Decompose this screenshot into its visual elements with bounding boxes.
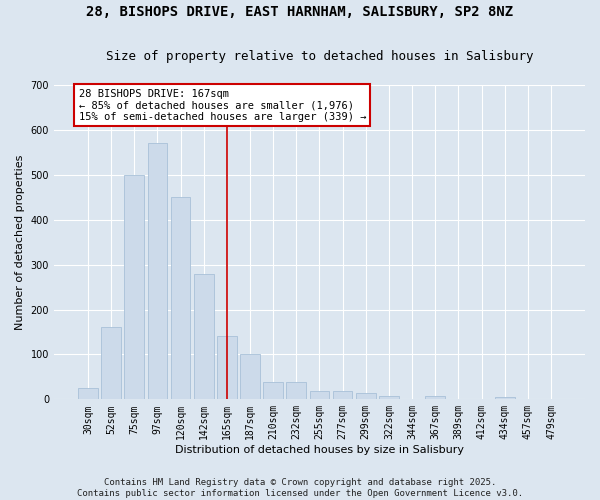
Bar: [263, 382, 283, 400]
Bar: [379, 396, 399, 400]
Text: 28, BISHOPS DRIVE, EAST HARNHAM, SALISBURY, SP2 8NZ: 28, BISHOPS DRIVE, EAST HARNHAM, SALISBU…: [86, 5, 514, 19]
Y-axis label: Number of detached properties: Number of detached properties: [15, 154, 25, 330]
Text: 28 BISHOPS DRIVE: 167sqm
← 85% of detached houses are smaller (1,976)
15% of sem: 28 BISHOPS DRIVE: 167sqm ← 85% of detach…: [79, 88, 366, 122]
Bar: [333, 392, 352, 400]
Bar: [425, 396, 445, 400]
Text: Contains HM Land Registry data © Crown copyright and database right 2025.
Contai: Contains HM Land Registry data © Crown c…: [77, 478, 523, 498]
Title: Size of property relative to detached houses in Salisbury: Size of property relative to detached ho…: [106, 50, 533, 63]
Bar: [78, 388, 98, 400]
Bar: [310, 392, 329, 400]
Bar: [194, 274, 214, 400]
Bar: [356, 394, 376, 400]
Bar: [217, 336, 236, 400]
Bar: [148, 144, 167, 400]
Bar: [286, 382, 306, 400]
Bar: [124, 175, 144, 400]
Bar: [495, 397, 515, 400]
Bar: [240, 354, 260, 400]
Bar: [170, 198, 190, 400]
Bar: [101, 328, 121, 400]
X-axis label: Distribution of detached houses by size in Salisbury: Distribution of detached houses by size …: [175, 445, 464, 455]
